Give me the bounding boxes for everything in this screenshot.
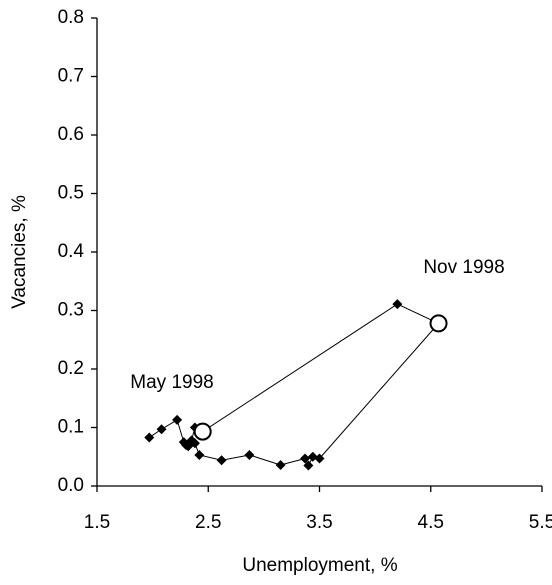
y-tick-label: 0.3 [58, 300, 84, 321]
point [392, 299, 403, 310]
point [275, 459, 286, 470]
point [189, 438, 200, 449]
x-tick-label: 3.5 [306, 512, 332, 533]
point [244, 449, 255, 460]
x-tick-label: 1.5 [84, 512, 110, 533]
y-tick-label: 0.7 [58, 66, 84, 87]
y-tick-label: 0.1 [58, 417, 84, 438]
y-axis-title: Vacancies, % [9, 195, 30, 309]
x-tick-label: 2.5 [195, 512, 221, 533]
point [307, 451, 318, 462]
highlight-marker [429, 314, 448, 333]
x-tick-label: 5.5 [529, 512, 552, 533]
highlight-marker [193, 422, 212, 441]
point [216, 455, 227, 466]
y-tick-label: 0.2 [58, 358, 84, 379]
y-tick-label: 0.6 [58, 124, 84, 145]
point [303, 460, 314, 471]
point [181, 440, 191, 451]
annotation: May 1998 [130, 372, 213, 393]
x-tick-label: 4.5 [418, 512, 444, 533]
y-tick-label: 0.8 [58, 7, 84, 28]
x-axis-title: Unemployment, % [242, 555, 397, 576]
annotation: Nov 1998 [423, 257, 504, 278]
point [144, 432, 155, 443]
y-tick-label: 0.0 [58, 475, 84, 496]
y-tick-label: 0.4 [58, 241, 85, 262]
point [194, 449, 205, 460]
point [156, 424, 167, 435]
point [300, 453, 311, 464]
point [172, 414, 183, 425]
y-tick-label: 0.5 [58, 183, 84, 204]
